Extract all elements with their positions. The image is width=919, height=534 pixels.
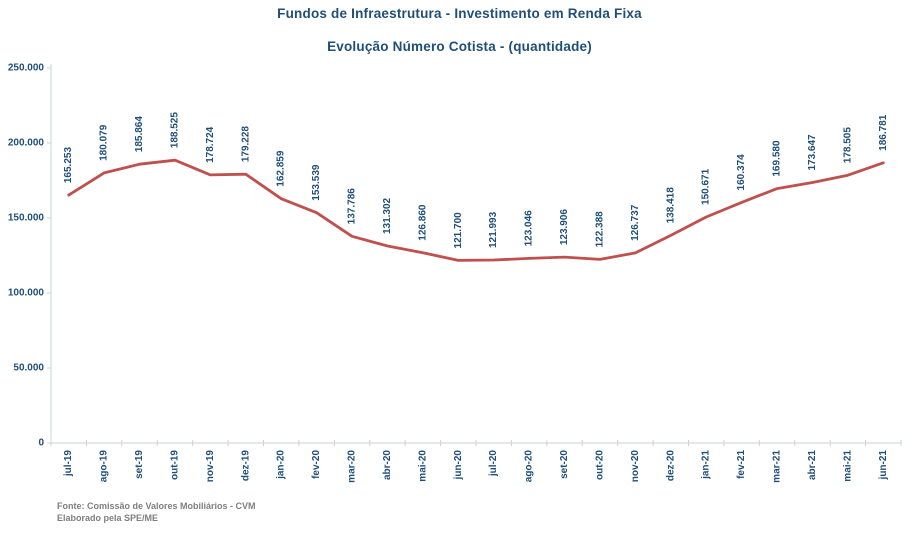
- x-tick-label: mar-20: [347, 450, 358, 483]
- y-tick-label: 50.000: [13, 363, 44, 374]
- x-tick-label: jul-20: [488, 450, 499, 478]
- x-tick-label: nov-19: [205, 450, 216, 483]
- data-label: 179.228: [240, 126, 251, 163]
- data-label: 137.786: [347, 188, 358, 225]
- x-tick-label: abr-20: [382, 450, 393, 480]
- x-tick-label: abr-21: [807, 450, 818, 480]
- x-tick-label: dez-20: [665, 450, 676, 482]
- chart-subtitle: Evolução Número Cotista - (quantidade): [327, 39, 592, 54]
- y-tick-label: 0: [38, 438, 44, 449]
- x-tick-label: jun-21: [878, 450, 889, 481]
- series-line: [67, 158, 885, 262]
- data-label: 123.046: [524, 210, 535, 247]
- x-tick-label: set-20: [559, 450, 570, 479]
- chart-title: Fundos de Infraestrutura - Investimento …: [277, 6, 642, 21]
- data-label: 169.580: [772, 140, 783, 177]
- x-tick-label: fev-21: [736, 450, 747, 479]
- x-tick-label: jun-20: [453, 450, 464, 481]
- source-line-2: Elaborado pela SPE/ME: [57, 513, 159, 523]
- x-tick-label: ago-19: [99, 450, 110, 483]
- source-line-1: Fonte: Comissão de Valores Mobiliários -…: [57, 501, 256, 511]
- data-label: 150.671: [701, 168, 712, 205]
- y-tick-label: 150.000: [8, 213, 45, 224]
- data-label: 186.781: [878, 114, 889, 151]
- data-label: 165.253: [63, 147, 74, 184]
- data-label: 123.906: [559, 209, 570, 246]
- data-label: 188.525: [169, 112, 180, 149]
- data-label: 131.302: [382, 197, 393, 234]
- x-tick-label: mai-20: [417, 450, 428, 482]
- data-label: 180.079: [99, 124, 110, 161]
- data-label: 160.374: [736, 154, 747, 191]
- data-label: 178.505: [842, 127, 853, 164]
- x-tick-label: mai-21: [842, 450, 853, 482]
- data-label: 178.724: [205, 126, 216, 163]
- data-label: 126.737: [630, 204, 641, 241]
- data-label: 121.993: [488, 211, 499, 248]
- x-tick-label: jan-20: [276, 450, 287, 480]
- y-tick-label: 100.000: [8, 288, 45, 299]
- x-tick-label: jan-21: [701, 450, 712, 480]
- y-tick-label: 200.000: [8, 138, 45, 149]
- x-tick-label: ago-20: [524, 450, 535, 483]
- x-tick-label: out-20: [594, 450, 605, 480]
- x-tick-label: set-19: [134, 450, 145, 479]
- x-tick-label: fev-20: [311, 450, 322, 479]
- x-tick-label: out-19: [169, 450, 180, 480]
- data-label: 121.700: [453, 212, 464, 249]
- data-label: 126.860: [417, 204, 428, 241]
- x-tick-label: mar-21: [772, 450, 783, 483]
- y-tick-label: 250.000: [8, 63, 45, 74]
- data-label: 173.647: [807, 134, 818, 171]
- data-label: 122.388: [594, 211, 605, 248]
- x-tick-label: jul-19: [63, 450, 74, 478]
- source-note: Fonte: Comissão de Valores Mobiliários -…: [57, 500, 256, 524]
- data-label: 162.859: [276, 150, 287, 187]
- x-tick-label: dez-19: [240, 450, 251, 482]
- data-label: 185.864: [134, 116, 145, 153]
- data-label: 153.539: [311, 164, 322, 201]
- x-tick-label: nov-20: [630, 450, 641, 483]
- data-label: 138.418: [665, 187, 676, 224]
